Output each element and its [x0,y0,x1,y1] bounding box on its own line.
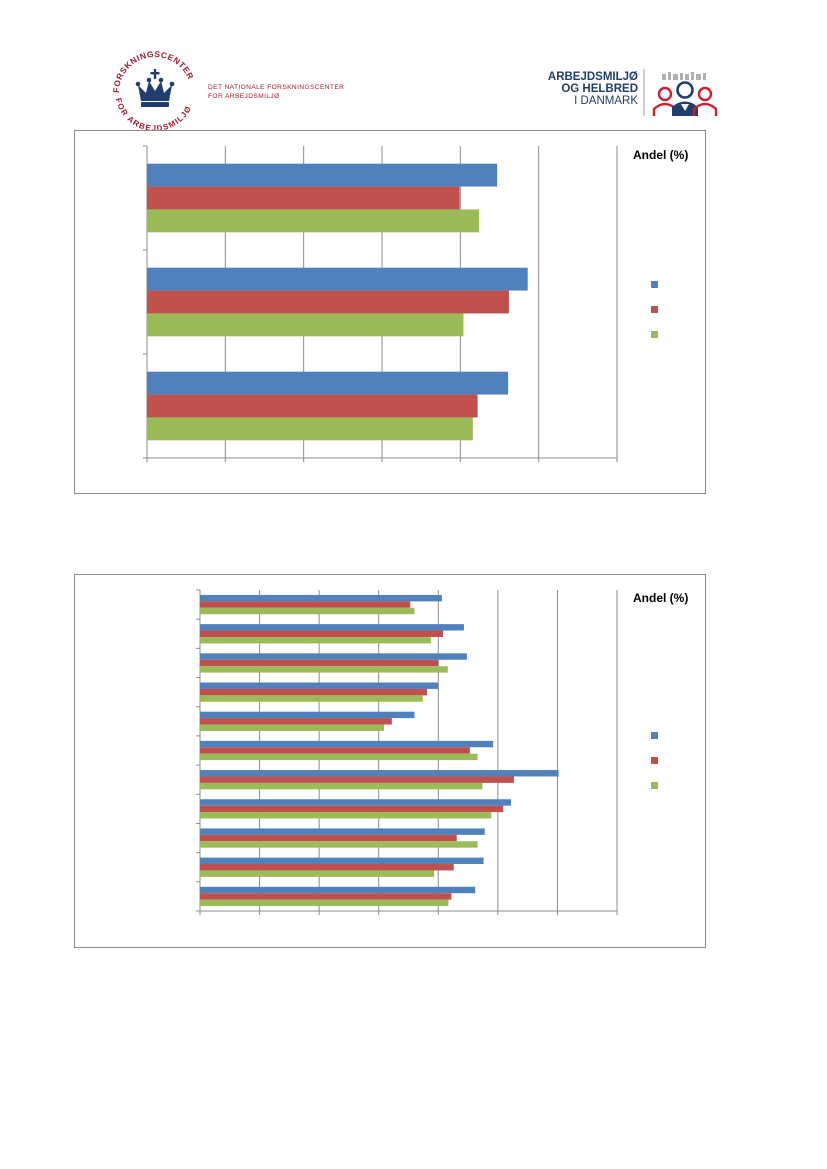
seal-logo-icon: FORSKNINGSCENTER FOR ARBEJDSMILJØ [111,49,196,133]
bar-series3-cat3 [147,417,473,441]
bar-series3-cat5 [200,724,385,731]
bar-series1-cat10 [200,857,484,865]
bar-series2-cat2 [200,630,444,637]
bar-series1-cat2 [200,624,464,631]
bar-series3-cat3 [200,666,448,673]
institute-name-line2: FOR ARBEJDSMILJØ [208,93,280,100]
bar-series2-cat5 [200,718,392,725]
legend-marker-series1 [651,281,658,288]
bar-series3-cat1 [200,607,415,615]
bar-series2-cat11 [200,893,452,900]
bar-series1-cat8 [200,799,511,806]
seal-text-top: FORSKNINGSCENTER [111,49,196,93]
bar-series3-cat4 [200,695,423,702]
institute-name-line1: DET NATIONALE FORSKNINGSCENTER [208,84,345,91]
bar-series1-cat11 [200,886,476,894]
bar-series3-cat10 [200,870,435,877]
left-logo-text: DET NATIONALE FORSKNINGSCENTER FOR ARBEJ… [208,83,344,101]
people-logo-icon [643,69,718,116]
bar-series3-cat2 [147,313,464,337]
ahd-line1: ARBEJDSMILJØ [547,71,638,83]
bar-series3-cat7 [200,782,483,790]
bar-series2-cat3 [200,659,439,667]
bar-series3-cat9 [200,841,478,848]
legend-marker-series3 [651,782,658,789]
bar-series1-cat2 [147,267,528,291]
bar-series1-cat7 [200,770,559,777]
bar-series2-cat3 [147,394,478,418]
bar-series1-cat9 [200,828,485,835]
bar-series1-cat1 [147,163,498,187]
bar-series3-cat11 [200,899,449,907]
svg-text:FORSKNINGSCENTER: FORSKNINGSCENTER [111,49,196,93]
ahd-line2: OG HELBRED [561,83,638,95]
ahd-line3: I DANMARK [574,95,638,107]
bar-series2-cat6 [200,747,470,754]
bar-series2-cat2 [147,290,509,314]
bar-series2-cat10 [200,864,454,871]
legend-marker-series2 [651,306,658,313]
bar-series2-cat8 [200,805,504,813]
bar-series1-cat4 [200,682,439,689]
chart-1: Andel (%) [74,130,706,494]
bar-series2-cat7 [200,776,514,783]
legend-marker-series1 [651,732,658,739]
bar-series1-cat6 [200,740,494,748]
bar-series3-cat2 [200,636,432,644]
legend-title: Andel (%) [633,591,688,605]
legend-marker-series3 [651,331,658,338]
bar-series1-cat5 [200,711,415,719]
left-logo: FORSKNINGSCENTER FOR ARBEJDSMILJØ [105,45,365,135]
bar-series2-cat1 [147,186,460,210]
right-logo-text: ARBEJDSMILJØ OG HELBRED I DANMARK [540,71,638,107]
chart-2: Andel (%) [74,574,706,948]
bar-series3-cat1 [147,209,480,233]
legend-marker-series2 [651,757,658,764]
legend-title: Andel (%) [633,148,688,162]
bar-series3-cat8 [200,812,492,819]
bar-series3-cat6 [200,753,478,761]
bar-series2-cat9 [200,834,457,842]
bar-series1-cat3 [200,653,467,660]
bar-series1-cat1 [200,594,442,602]
bar-series2-cat1 [200,601,411,608]
chart-1-svg: Andel (%) [143,145,688,462]
bar-series1-cat3 [147,371,509,395]
chart-2-svg: Andel (%) [196,589,688,915]
bar-series2-cat4 [200,688,427,696]
